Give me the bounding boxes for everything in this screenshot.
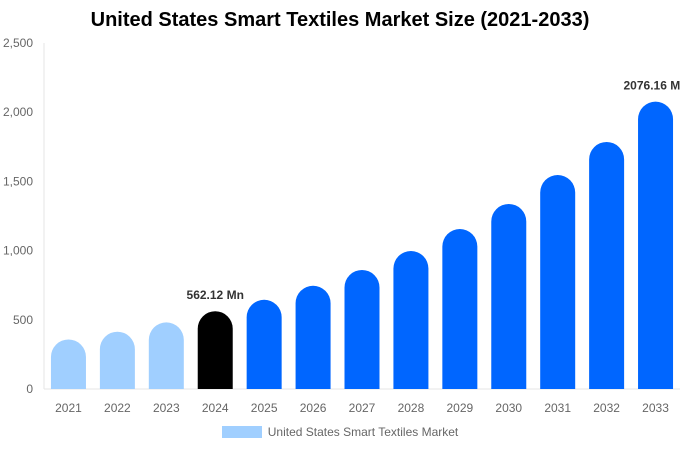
x-tick-label: 2031 xyxy=(544,401,571,415)
x-tick-label: 2030 xyxy=(495,401,522,415)
bar-2021[interactable] xyxy=(50,339,86,389)
y-tick-label: 2,500 xyxy=(3,36,33,50)
bar-2026[interactable] xyxy=(295,285,331,389)
x-tick-label: 2021 xyxy=(55,401,82,415)
bar-2029[interactable] xyxy=(442,229,478,389)
y-tick-label: 0 xyxy=(26,382,33,396)
bar-2032[interactable] xyxy=(589,141,625,389)
legend-label: United States Smart Textiles Market xyxy=(267,425,459,439)
data-label: 562.12 Mn xyxy=(187,288,244,302)
bar-2030[interactable] xyxy=(491,203,527,389)
bar-2024[interactable] xyxy=(197,311,233,389)
y-tick-label: 2,000 xyxy=(3,105,33,119)
chart-title: United States Smart Textiles Market Size… xyxy=(90,9,590,31)
x-tick-label: 2026 xyxy=(300,401,327,415)
x-tick-label: 2028 xyxy=(398,401,425,415)
legend[interactable]: United States Smart Textiles Market xyxy=(0,425,680,439)
x-tick-label: 2025 xyxy=(251,401,278,415)
x-tick-label: 2032 xyxy=(593,401,620,415)
x-tick-label: 2023 xyxy=(153,401,180,415)
bar-2028[interactable] xyxy=(393,251,429,389)
data-label: 2076.16 Mn xyxy=(624,79,680,93)
y-tick-label: 1,000 xyxy=(3,244,33,258)
bar-2033[interactable] xyxy=(638,101,674,389)
bar-2023[interactable] xyxy=(148,322,184,389)
y-tick-label: 500 xyxy=(13,313,33,327)
bar-2025[interactable] xyxy=(246,299,282,389)
x-tick-label: 2024 xyxy=(202,401,229,415)
y-tick-label: 1,500 xyxy=(3,174,33,188)
bar-2022[interactable] xyxy=(99,331,135,389)
bar-2027[interactable] xyxy=(344,269,380,389)
x-tick-label: 2029 xyxy=(446,401,473,415)
x-tick-label: 2022 xyxy=(104,401,131,415)
x-tick-label: 2033 xyxy=(642,401,669,415)
legend-swatch xyxy=(221,426,262,438)
bar-2031[interactable] xyxy=(540,175,576,389)
x-tick-label: 2027 xyxy=(349,401,376,415)
